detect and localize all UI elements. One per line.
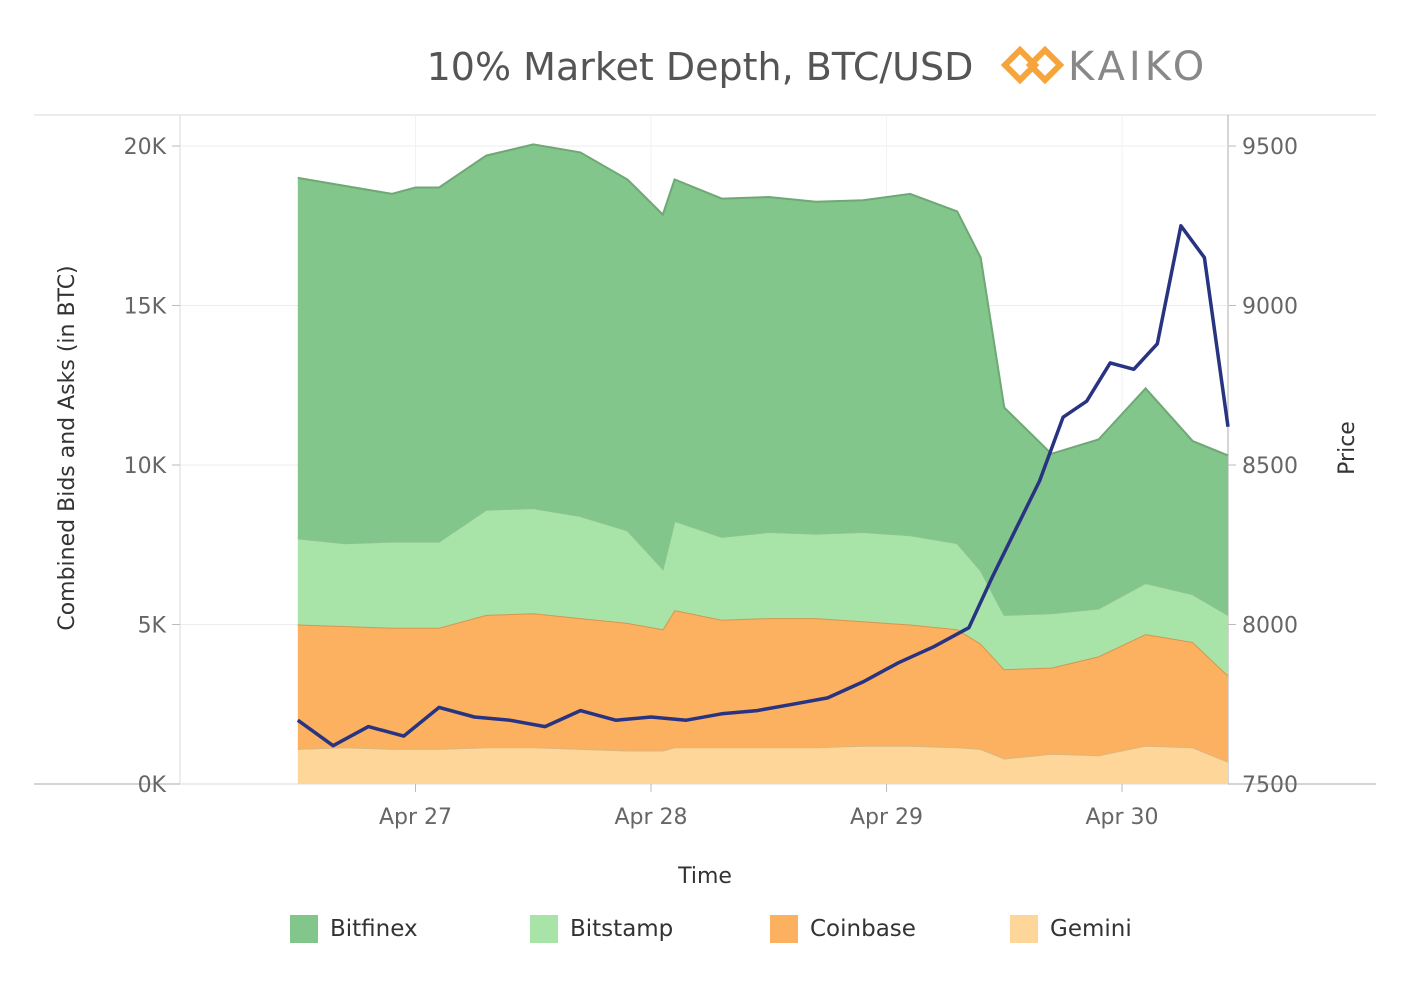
x-tick-label: Apr 27 [379,805,452,830]
legend-item-coinbase: Coinbase [770,915,916,943]
legend-label-bitfinex: Bitfinex [330,916,418,942]
y-axis-ticks: 0K 5K 10K 15K 20K [124,135,180,798]
legend-label-coinbase: Coinbase [810,916,916,942]
diamond-logo-icon [1000,45,1065,85]
price-line [296,224,1230,748]
area-bitfinex [297,144,1228,615]
y-tick-label: 5K [138,614,167,639]
y2-tick-label: 8500 [1242,454,1298,479]
y-tick-label: 0K [138,773,167,798]
legend-swatch-coinbase [770,915,798,943]
x-tick-label: Apr 30 [1085,805,1158,830]
y-tick-label: 15K [124,295,167,320]
logo-text: KAIKO [1068,44,1208,90]
y-axis-title: Combined Bids and Asks (in BTC) [55,265,80,630]
area-edge-bitfinex [297,143,1229,457]
y2-axis-ticks: 7500 8000 8500 9000 9500 [1228,135,1298,798]
legend-label-gemini: Gemini [1050,916,1132,942]
y2-tick-label: 8000 [1242,614,1298,639]
x-axis-title: Time [677,864,732,889]
legend-swatch-bitfinex [290,915,318,943]
stacked-areas [297,143,1229,784]
y2-tick-label: 9000 [1242,295,1298,320]
legend-item-gemini: Gemini [1010,915,1132,943]
kaiko-logo: KAIKO [1000,44,1208,90]
legend: Bitfinex Bitstamp Coinbase Gemini [0,915,1426,965]
x-tick-label: Apr 28 [614,805,687,830]
legend-label-bitstamp: Bitstamp [570,916,674,942]
y2-axis-title: Price [1335,421,1360,475]
legend-item-bitfinex: Bitfinex [290,915,418,943]
chart-title: 10% Market Depth, BTC/USD [427,45,974,89]
x-tick-label: Apr 29 [850,805,923,830]
area-bitstamp [297,508,1228,676]
y2-tick-label: 9500 [1242,135,1298,160]
legend-swatch-gemini [1010,915,1038,943]
x-axis-ticks: Apr 27 Apr 28 Apr 29 Apr 30 [379,784,1159,830]
legend-item-bitstamp: Bitstamp [530,915,673,943]
y2-tick-label: 7500 [1242,773,1298,798]
price-layer [296,224,1230,748]
legend-swatch-bitstamp [530,915,558,943]
y-tick-label: 20K [124,135,167,160]
y-tick-label: 10K [124,454,167,479]
